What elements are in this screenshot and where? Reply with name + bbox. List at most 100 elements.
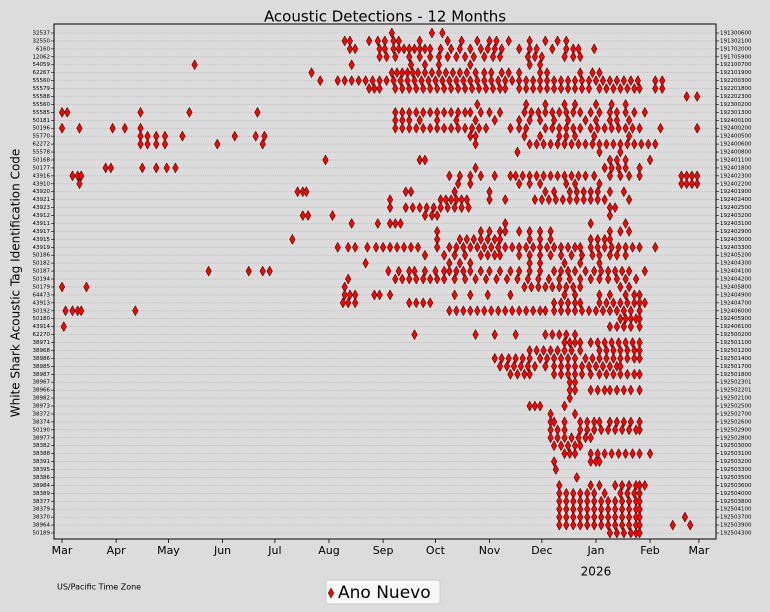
detection-marker (402, 202, 409, 214)
y-tick-label: 38967 (33, 380, 51, 386)
detection-marker (627, 416, 634, 428)
detection-marker (481, 305, 488, 317)
detection-marker (557, 440, 565, 452)
y-tick-label: 43917 (33, 229, 51, 235)
detection-marker (613, 384, 620, 396)
detection-marker (591, 130, 598, 142)
detection-marker (571, 241, 579, 253)
detection-marker (608, 162, 615, 174)
detection-marker (622, 337, 629, 349)
detection-marker (528, 106, 535, 118)
y2-tick-label: 192405200 (720, 253, 752, 259)
detection-marker (577, 297, 584, 309)
y-tick-label: 50168 (33, 157, 51, 163)
detection-marker (505, 35, 512, 47)
detection-marker (503, 273, 511, 285)
detection-marker (341, 75, 348, 87)
detection-marker (603, 368, 610, 380)
detection-marker (577, 281, 584, 293)
detection-marker (568, 249, 575, 261)
detection-marker (346, 43, 354, 55)
y-tick-label: 50189 (33, 531, 51, 537)
detection-marker (564, 440, 572, 452)
detection-marker (626, 281, 633, 293)
detection-marker (432, 75, 439, 87)
detection-marker (69, 305, 76, 317)
detection-marker (366, 83, 373, 95)
detection-marker (587, 456, 594, 468)
detection-marker (549, 329, 556, 341)
detection-marker (245, 265, 252, 277)
detection-marker (537, 130, 544, 142)
y2-tick-label: 192405800 (720, 284, 752, 290)
detection-marker (636, 321, 643, 333)
detection-marker (58, 281, 66, 293)
y-tick-label: 38985 (33, 364, 51, 370)
detection-marker (571, 408, 579, 420)
detection-marker (561, 400, 568, 412)
detection-marker (540, 170, 547, 182)
detection-marker (393, 241, 401, 253)
y2-tick-label: 192502100 (720, 396, 752, 402)
detection-marker (615, 337, 622, 349)
detection-marker (102, 162, 109, 174)
detection-marker (456, 257, 463, 269)
y-tick-label: 38977 (33, 435, 51, 441)
detection-marker (549, 122, 556, 134)
detection-marker (444, 35, 451, 47)
detection-marker (482, 273, 490, 285)
detection-marker (493, 273, 500, 285)
detection-marker (468, 122, 476, 134)
detection-marker (550, 440, 558, 452)
y-tick-label: 38987 (33, 372, 51, 378)
detection-marker (299, 210, 306, 222)
detection-marker (451, 249, 458, 261)
detection-marker (407, 59, 415, 71)
detection-marker (622, 313, 629, 325)
detection-marker (512, 170, 519, 182)
detection-marker (601, 241, 608, 253)
detection-marker (456, 67, 463, 79)
y-tick-label: 50182 (33, 261, 51, 267)
detection-marker (399, 122, 406, 134)
detection-marker (472, 114, 479, 126)
detection-marker (683, 90, 690, 103)
detection-marker (585, 305, 593, 317)
detection-marker (393, 67, 401, 79)
detection-marker (83, 281, 90, 293)
detection-marker (386, 289, 394, 301)
detection-marker (636, 352, 643, 364)
detection-marker (624, 368, 631, 380)
detection-marker (352, 297, 359, 309)
detection-marker (561, 138, 568, 150)
detection-marker (516, 43, 523, 55)
detection-marker (573, 471, 580, 483)
y-tick-label: 50179 (33, 284, 51, 290)
detection-marker (427, 273, 434, 285)
detection-marker (491, 352, 498, 364)
detection-marker (474, 305, 481, 317)
detection-marker (592, 360, 600, 372)
detection-marker (542, 281, 549, 293)
detection-marker (446, 265, 453, 277)
detection-marker (254, 106, 261, 118)
detection-marker (601, 337, 608, 349)
detection-marker (620, 186, 627, 198)
detection-marker (550, 305, 558, 317)
detection-marker (495, 75, 502, 87)
detection-marker (339, 297, 347, 309)
detection-marker (524, 273, 531, 285)
detection-marker (547, 170, 554, 182)
detection-marker (638, 138, 645, 150)
detection-marker (631, 297, 638, 309)
detection-marker (578, 368, 586, 380)
detection-marker (516, 178, 523, 190)
detection-marker (496, 249, 504, 261)
detection-marker (58, 106, 66, 118)
detection-marker (289, 233, 296, 245)
detection-marker (596, 416, 603, 428)
detection-marker (526, 352, 533, 364)
detection-marker (510, 360, 518, 372)
detection-marker (58, 122, 66, 134)
detection-marker (462, 122, 469, 134)
